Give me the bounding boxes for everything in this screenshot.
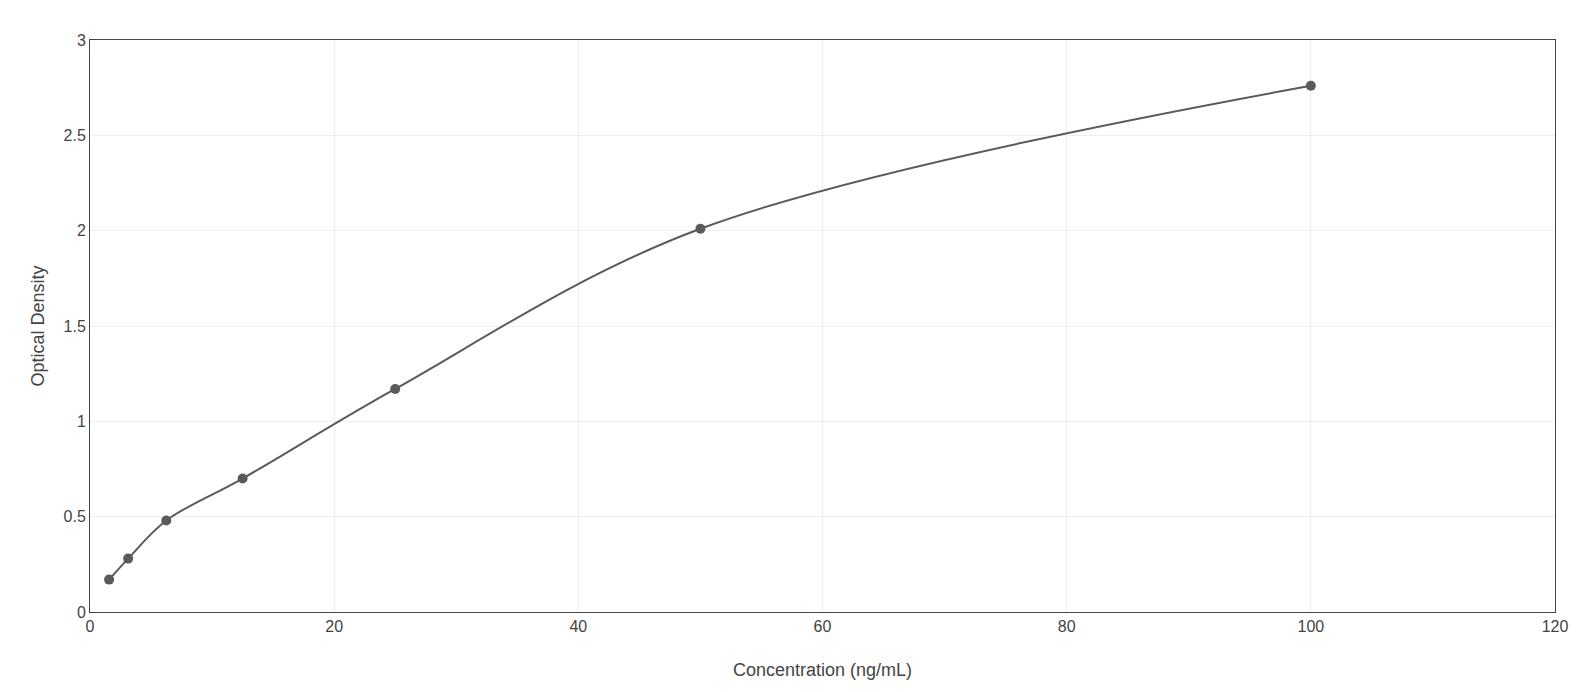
svg-text:100: 100 (1297, 618, 1324, 635)
svg-text:2: 2 (77, 222, 86, 239)
svg-text:120: 120 (1542, 618, 1569, 635)
svg-text:0.5: 0.5 (64, 508, 86, 525)
svg-text:Concentration (ng/mL): Concentration (ng/mL) (733, 660, 912, 680)
svg-text:3: 3 (77, 32, 86, 49)
svg-text:2.5: 2.5 (64, 127, 86, 144)
svg-text:0: 0 (77, 604, 86, 621)
svg-text:60: 60 (814, 618, 832, 635)
svg-text:1.5: 1.5 (64, 318, 86, 335)
svg-text:1: 1 (77, 413, 86, 430)
svg-text:Optical Density: Optical Density (28, 265, 48, 386)
svg-text:80: 80 (1058, 618, 1076, 635)
svg-text:0: 0 (86, 618, 95, 635)
svg-text:20: 20 (325, 618, 343, 635)
svg-text:40: 40 (569, 618, 587, 635)
